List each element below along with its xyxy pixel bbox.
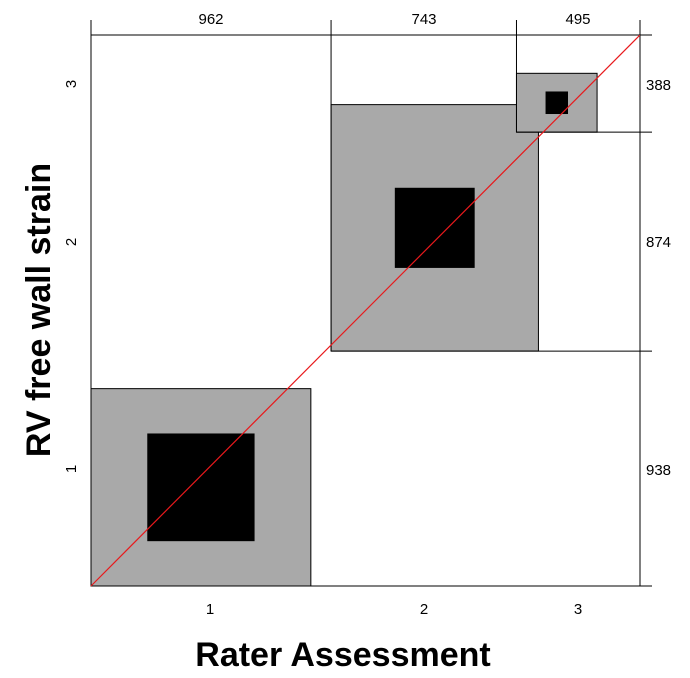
exact-agreement-rect	[394, 187, 475, 268]
column-total: 962	[198, 11, 223, 28]
column-total: 495	[565, 11, 590, 28]
column-total: 743	[411, 11, 436, 28]
exact-agreement-rect	[545, 91, 569, 115]
category-boundaries	[90, 20, 652, 587]
y-axis-title: RV free wall strain	[20, 163, 58, 457]
row-total: 388	[646, 77, 671, 94]
perfect-agreement-line	[90, 34, 641, 587]
y-tick-label: 3	[63, 80, 80, 88]
y-tick-label: 1	[63, 465, 80, 473]
y-tick-label: 2	[63, 238, 80, 246]
axis-ticks	[90, 20, 652, 587]
x-tick-label: 2	[420, 601, 428, 618]
exact-agreement-rect	[147, 433, 255, 542]
x-axis-title: Rater Assessment	[195, 636, 490, 674]
agreement-rectangles	[90, 72, 598, 587]
row-total: 874	[646, 234, 671, 251]
x-tick-label: 1	[206, 601, 214, 618]
row-total: 938	[646, 462, 671, 479]
plot-frame	[90, 34, 641, 587]
x-tick-label: 3	[574, 601, 582, 618]
